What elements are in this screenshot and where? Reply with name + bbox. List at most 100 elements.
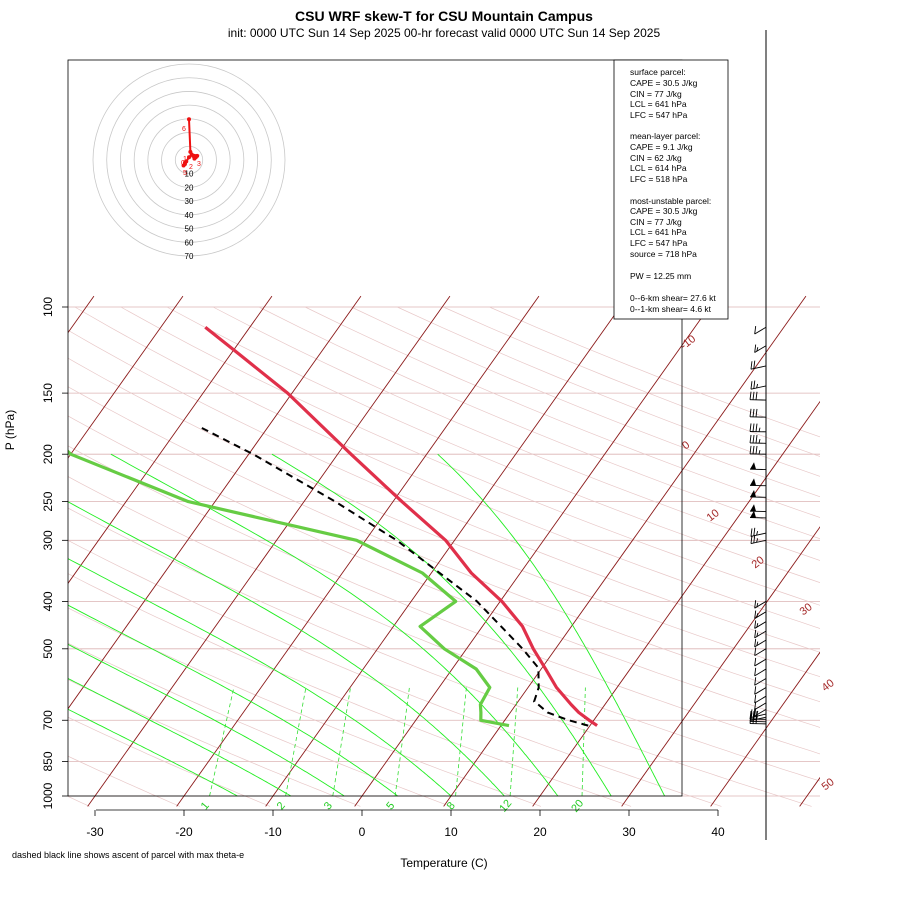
wind-barb-flag	[750, 504, 757, 512]
wind-barb-feather	[755, 423, 758, 432]
wind-barb-feather	[754, 344, 757, 353]
wind-barb	[754, 658, 767, 667]
dry-adiabat	[68, 573, 632, 807]
surface-cin: CIN = 77 J/kg	[630, 89, 682, 99]
wind-barb	[750, 716, 767, 721]
dry-adiabat	[258, 306, 820, 540]
hodograph-height-label: 2	[189, 164, 193, 171]
isotherm-line	[354, 295, 718, 807]
hodograph-ring	[120, 91, 258, 229]
wind-barb-feather	[755, 435, 758, 444]
hodograph-height-label: 3	[197, 161, 201, 168]
isotherm-line	[176, 295, 540, 807]
mixing-ratio-labels: 1 2 3 5 8 12 20	[199, 798, 587, 815]
wind-barb	[754, 601, 767, 609]
mixing-ratio-line	[332, 687, 351, 797]
x-tick-label: 10	[444, 825, 458, 839]
wind-barb	[750, 532, 767, 537]
mixing-ratio-label: 20	[569, 798, 586, 815]
chart-title: CSU WRF skew-T for CSU Mountain Campus	[295, 8, 593, 24]
wind-barb	[750, 713, 767, 718]
y-tick-label: 700	[41, 710, 55, 730]
isotherm-label: 20	[750, 554, 767, 571]
moist-adiabat	[68, 677, 292, 797]
y-tick-label: 100	[41, 297, 55, 317]
wind-barb-flag	[750, 510, 757, 518]
wind-barb-half-feather	[756, 623, 759, 628]
hodograph-ring	[174, 145, 204, 175]
isotherm-line	[265, 295, 629, 807]
ml-cape: CAPE = 9.1 J/kg	[630, 142, 693, 152]
wind-barb-feather	[749, 445, 752, 454]
dry-adiabat	[68, 642, 451, 807]
wind-barb-feather	[754, 686, 757, 695]
y-tick-label: 850	[41, 751, 55, 771]
hodograph-ring-label: 50	[185, 225, 194, 234]
y-tick-label: 400	[41, 591, 55, 611]
y-tick-label: 200	[41, 444, 55, 464]
x-tick-label: -20	[175, 825, 193, 839]
wind-barb	[754, 668, 767, 677]
wind-barb-feather	[754, 647, 757, 656]
wind-barb	[754, 639, 767, 648]
wind-barb-feather	[754, 629, 757, 638]
mixing-ratio-line	[394, 687, 410, 797]
dry-adiabat	[397, 306, 820, 477]
x-tick-label: 40	[711, 825, 725, 839]
stats-box: surface parcel: CAPE = 30.5 J/kg CIN = 7…	[613, 59, 729, 320]
y-axis-title: P (hPa)	[3, 410, 17, 450]
dry-adiabat	[68, 540, 722, 807]
wind-barb-feather	[752, 408, 755, 417]
wind-barb	[754, 630, 767, 639]
moist-adiabat	[68, 501, 505, 797]
wind-barb-flag	[750, 462, 757, 470]
wind-barb-flag	[750, 478, 757, 486]
mu-source: source = 718 hPa	[630, 249, 697, 259]
surface-header: surface parcel:	[630, 67, 686, 77]
wind-barb	[754, 687, 767, 695]
footnote: dashed black line shows ascent of parcel…	[12, 850, 244, 860]
wind-barb-half-feather	[758, 427, 761, 432]
hodograph-ring-label: 10	[185, 170, 194, 179]
hodograph-point	[187, 117, 191, 122]
wind-barb-half-feather	[756, 710, 759, 715]
hodograph-point	[187, 155, 191, 160]
wind-barb-half-feather	[756, 347, 759, 352]
dry-adiabat	[304, 306, 820, 518]
hodograph-ring-label: 30	[185, 197, 194, 206]
wind-barb-feather	[750, 535, 753, 544]
wind-barb	[754, 695, 767, 704]
wind-barb-half-feather	[758, 439, 761, 444]
wind-barb-feather	[754, 694, 757, 704]
surface-lfc: LFC = 547 hPa	[630, 110, 688, 120]
wind-barb-feather	[755, 408, 758, 418]
hodograph-point	[191, 153, 196, 158]
hodograph-ring-label: 60	[185, 238, 194, 247]
hodograph-ring	[92, 63, 286, 257]
surface-cape: CAPE = 30.5 J/kg	[630, 78, 698, 88]
wind-barb-feather	[754, 620, 757, 629]
dry-adiabat	[68, 357, 820, 678]
moist-adiabat	[68, 558, 452, 797]
wind-barb-feather	[754, 657, 757, 667]
wind-barb	[750, 539, 767, 545]
moist-adiabat	[68, 708, 238, 797]
hodograph-ring	[106, 77, 272, 243]
mu-header: most-unstable parcel:	[630, 196, 711, 206]
dry-adiabat	[68, 445, 820, 755]
stats-box-frame	[613, 59, 729, 320]
wind-barb-feather	[753, 534, 756, 544]
hodograph-height-label: 5	[183, 170, 187, 177]
hodograph-point	[184, 159, 189, 164]
plot-border	[67, 59, 683, 797]
mixing-ratio-label: 12	[497, 798, 514, 815]
temperature-line	[204, 325, 598, 727]
y-tick-label: 300	[41, 530, 55, 550]
dry-adiabat	[68, 415, 820, 728]
wind-barb	[754, 678, 767, 686]
surface-lcl: LCL = 641 hPa	[630, 99, 687, 109]
wind-barb-feather	[750, 709, 753, 718]
wind-barb-feather	[752, 434, 755, 444]
dry-adiabat	[68, 716, 271, 807]
chart-title-group: CSU WRF skew-T for CSU Mountain Campus i…	[228, 8, 661, 40]
